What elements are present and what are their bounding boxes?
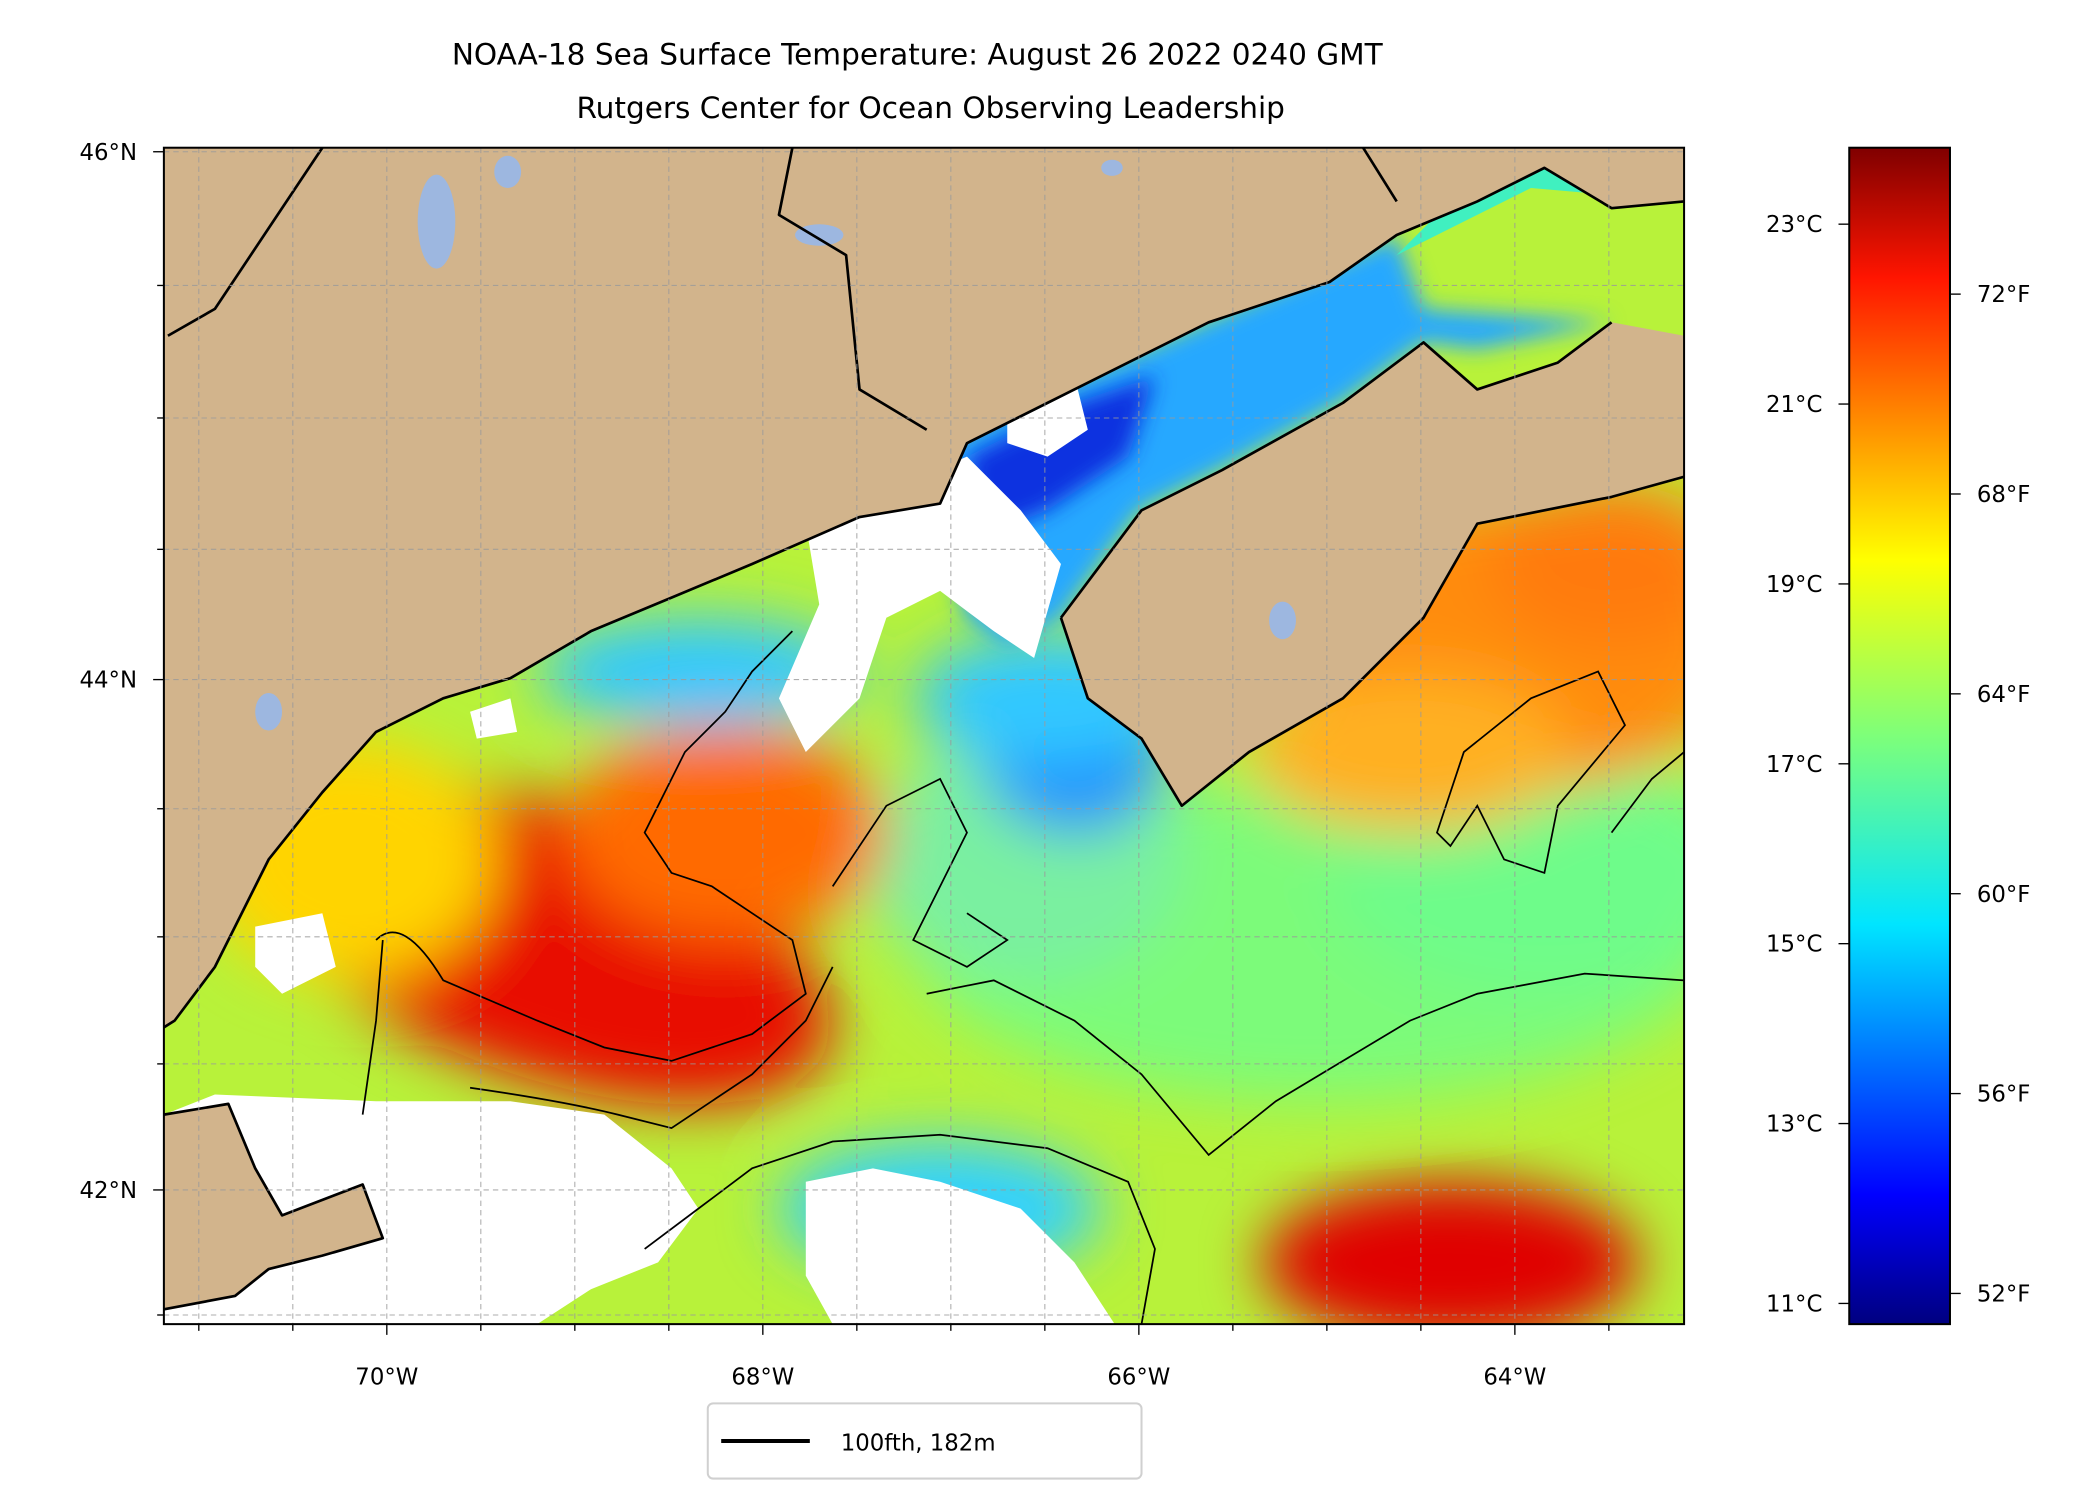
fahrenheit-tick-label: 64°F [1977,682,2031,708]
coastline [163,147,1685,1311]
celsius-tick-label: 11°C [1766,1291,1822,1317]
map-area [163,147,1685,1325]
fahrenheit-tick-label: 68°F [1977,482,2031,508]
title-line-2: Rutgers Center for Ocean Observing Leade… [576,91,1284,125]
legend-box [706,1402,1143,1480]
contour-100fth [361,630,1685,1325]
legend-label: 100fth, 182m [841,1430,996,1456]
lakes [255,155,1296,731]
plot-frame [162,146,1686,1326]
y-tick-label: 46°N [80,140,138,166]
legend: 100fth, 182m [706,1402,1143,1480]
cloud-mask [163,376,1115,1325]
x-tick-label: 68°W [731,1365,794,1391]
fahrenheit-tick-label: 52°F [1977,1282,2031,1308]
celsius-tick-label: 19°C [1766,572,1822,598]
colorbar: 23°C 21°C 19°C 17°C 15°C 13°C 11°C 72°F … [1766,146,2031,1326]
y-tick-label: 44°N [80,668,138,694]
celsius-tick-label: 17°C [1766,752,1822,778]
celsius-tick-label: 23°C [1766,212,1822,238]
land-nova-scotia [1060,322,1685,806]
title-line-1: NOAA-18 Sea Surface Temperature: August … [452,37,1384,71]
sst-field [163,483,1685,1325]
celsius-tick-label: 13°C [1766,1112,1822,1138]
x-tick-label: 66°W [1107,1365,1170,1391]
colorbar-gradient [1848,146,1951,1326]
land-cape-cod [163,1103,383,1310]
fahrenheit-tick-label: 56°F [1977,1082,2031,1108]
fahrenheit-tick-label: 72°F [1977,282,2031,308]
x-tick-label: 70°W [355,1365,418,1391]
x-tick-label: 64°W [1483,1365,1546,1391]
fahrenheit-tick-label: 60°F [1977,882,2031,908]
gridlines [163,147,1685,1325]
land-maine-new-brunswick [163,147,1685,1028]
celsius-tick-label: 15°C [1766,932,1822,958]
y-tick-label: 42°N [80,1178,138,1204]
axis-ticks [153,151,1610,1335]
cold-patch [966,376,1155,538]
celsius-tick-label: 21°C [1766,392,1822,418]
